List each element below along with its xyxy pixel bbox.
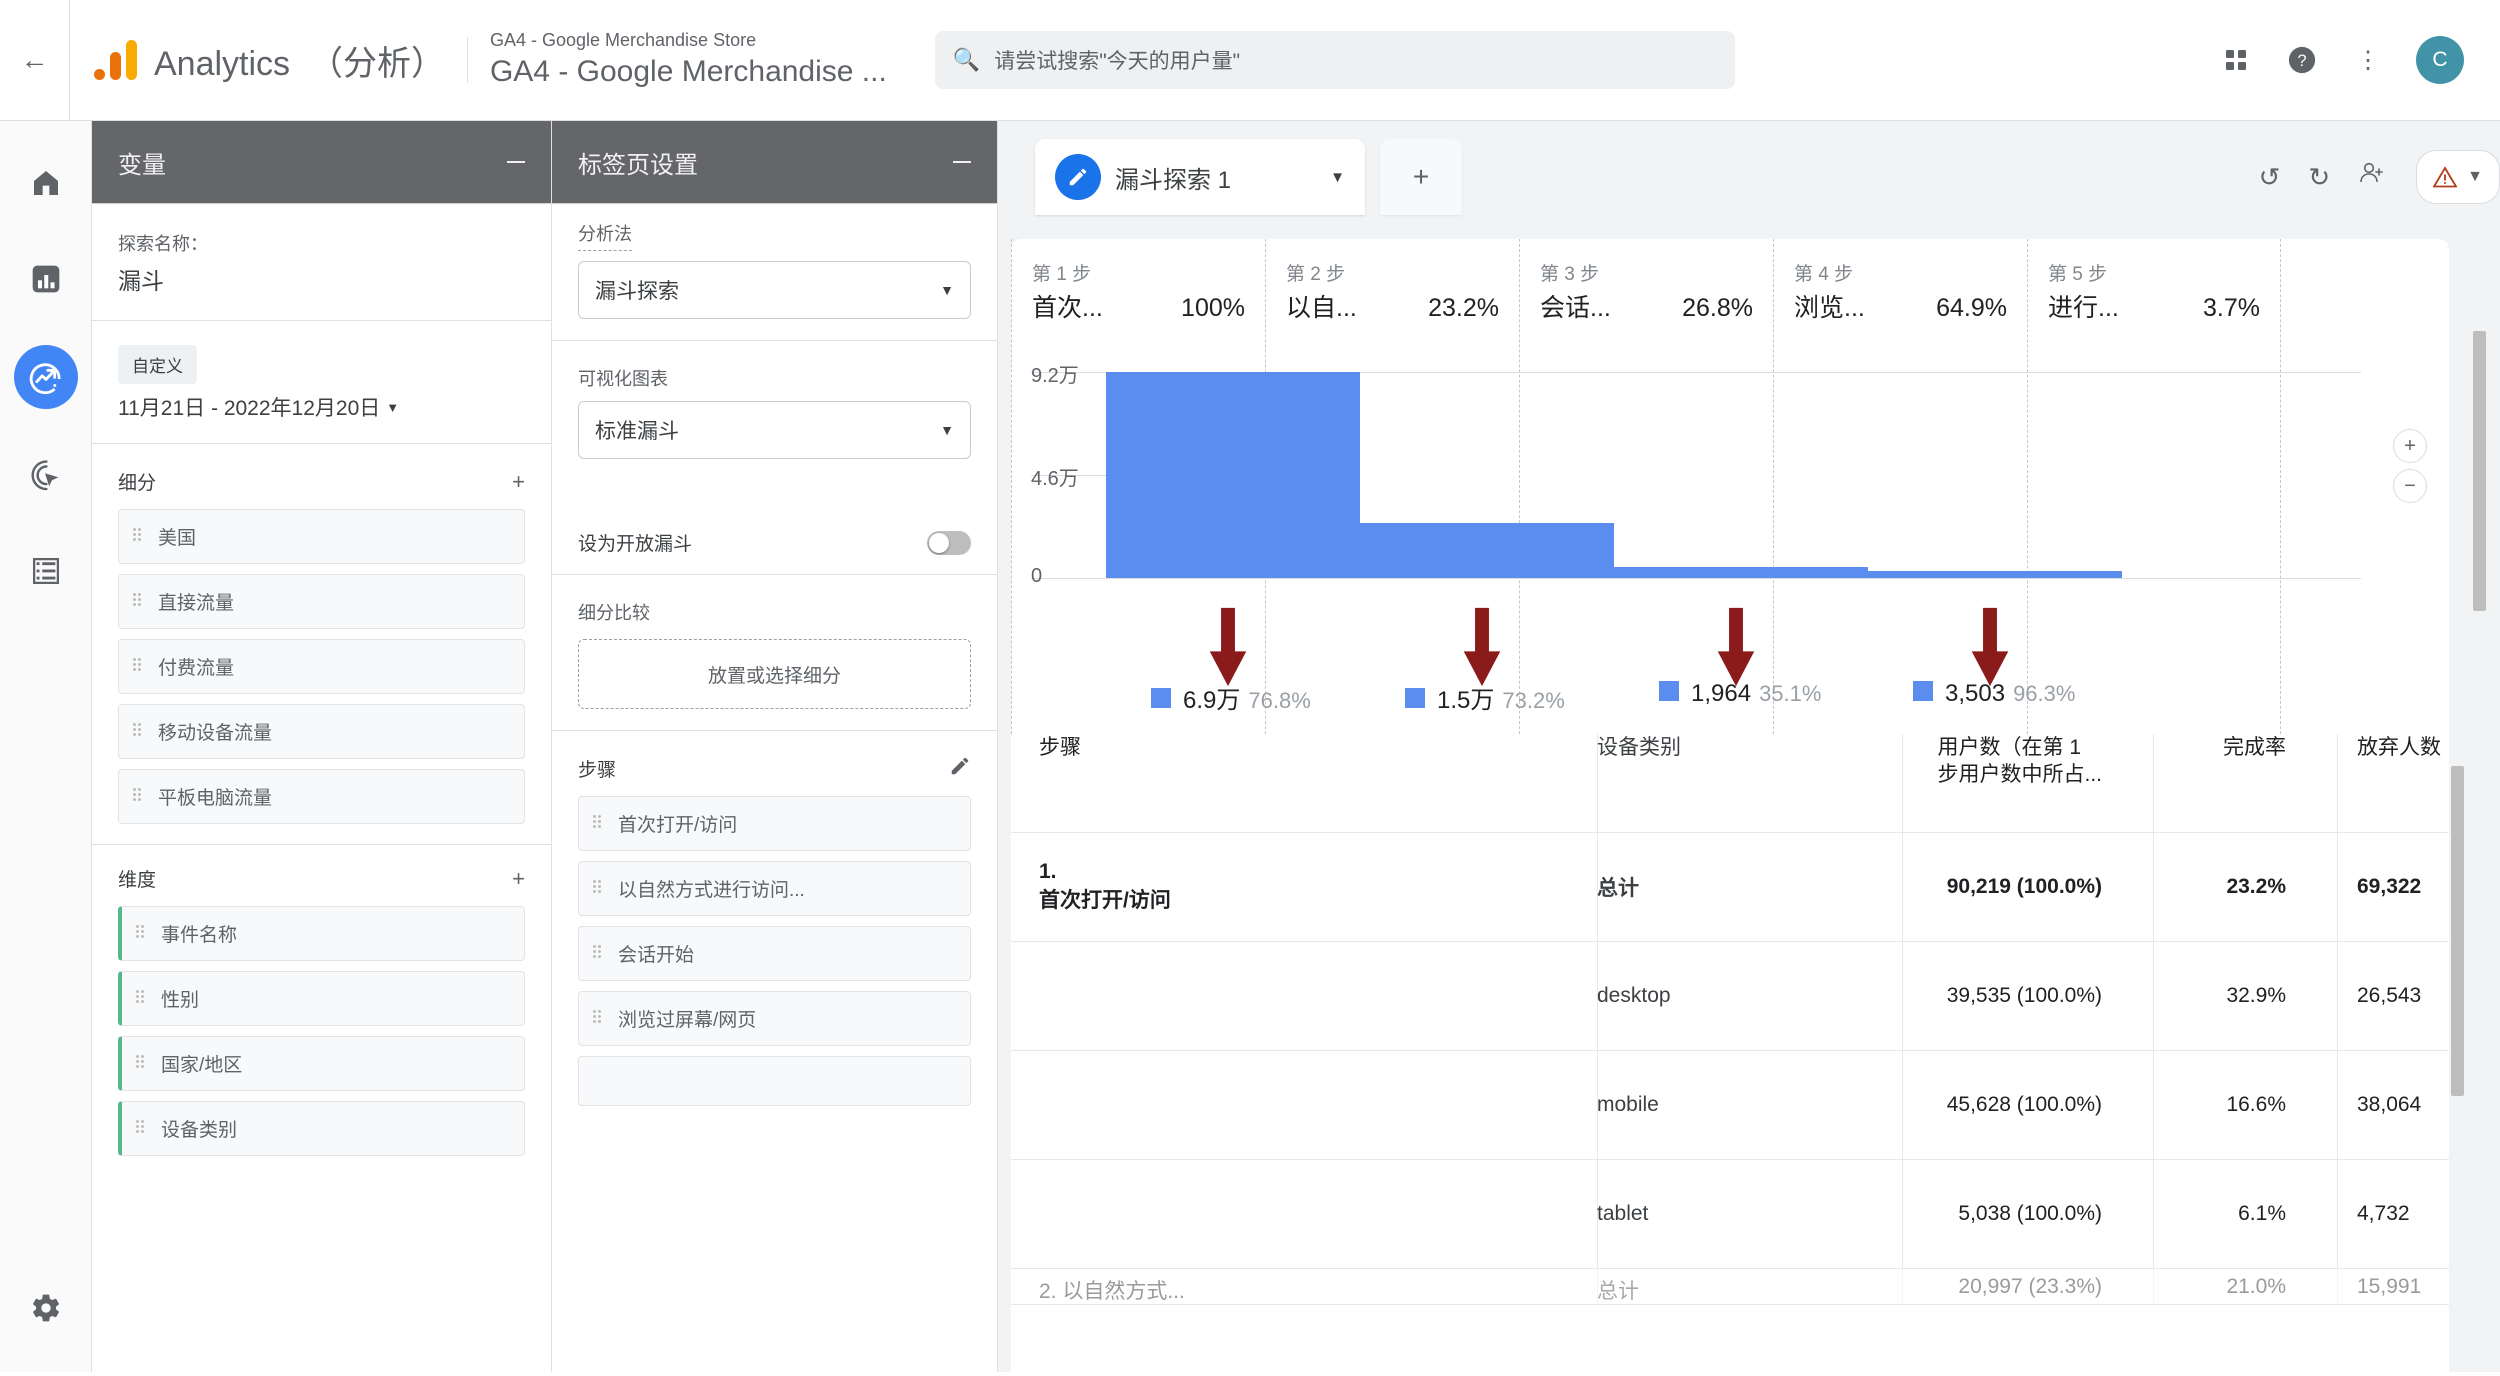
svg-text:?: ? [2297, 52, 2306, 70]
